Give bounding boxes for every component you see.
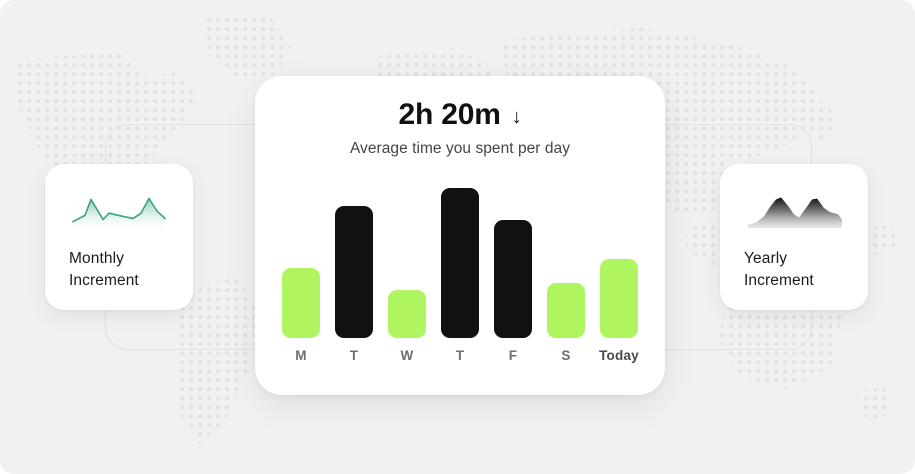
bar-column[interactable] — [440, 180, 480, 338]
axis-label-4: T — [455, 348, 465, 363]
bar[interactable] — [388, 290, 426, 338]
headline-value: 2h 20m — [398, 98, 501, 131]
bar[interactable] — [494, 220, 532, 338]
bar-column[interactable] — [334, 180, 374, 338]
card-yearly-label: Yearly Increment — [744, 250, 814, 289]
weekly-bar-chart — [277, 180, 643, 338]
area-sparkline-dark-icon — [748, 197, 842, 228]
area-sparkline-green-icon — [72, 197, 166, 228]
axis-label-6: S — [561, 348, 571, 363]
bar-column[interactable] — [493, 180, 533, 338]
bar[interactable] — [441, 188, 479, 338]
bar[interactable] — [335, 206, 373, 338]
card-monthly-label: Monthly Increment — [69, 250, 139, 289]
card-yearly-increment[interactable]: Yearly Increment — [720, 164, 868, 310]
axis-label-1: M — [295, 348, 307, 363]
card-monthly-increment[interactable]: Monthly Increment — [45, 164, 193, 310]
x-axis-labels: M T W T F S Today — [277, 348, 643, 363]
axis-label-3: W — [400, 348, 414, 363]
bar-series — [277, 180, 643, 338]
bar-column[interactable] — [599, 180, 639, 338]
arrow-down-icon: ↓ — [511, 106, 522, 128]
axis-label-5: F — [508, 348, 518, 363]
bar[interactable] — [600, 259, 638, 338]
average-time-card: 2h 20m ↓ Average time you spent per day … — [255, 76, 665, 395]
page-title: 2h 20m ↓ — [255, 98, 665, 132]
axis-label-7: Today — [599, 348, 639, 363]
axis-label-2: T — [349, 348, 359, 363]
bar-column[interactable] — [281, 180, 321, 338]
bar-column[interactable] — [546, 180, 586, 338]
card-subtitle: Average time you spent per day — [349, 140, 571, 157]
bar[interactable] — [547, 283, 585, 338]
bar-column[interactable] — [387, 180, 427, 338]
bar[interactable] — [282, 268, 320, 338]
